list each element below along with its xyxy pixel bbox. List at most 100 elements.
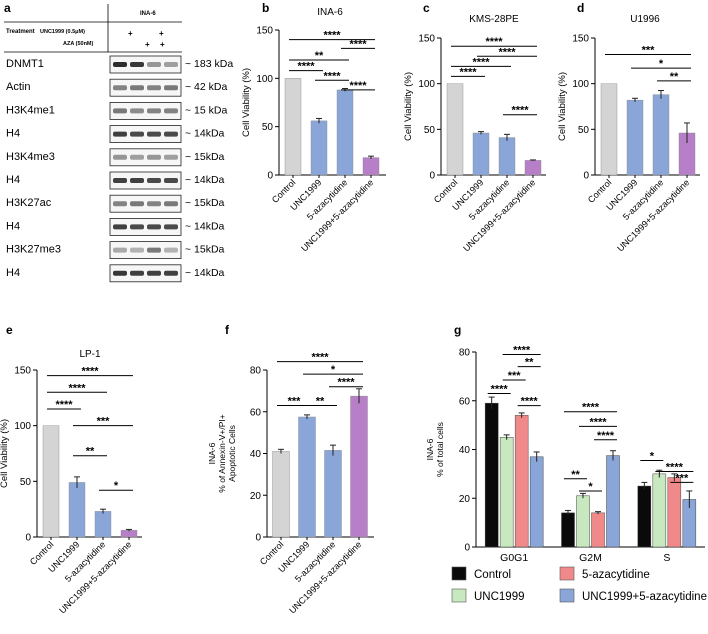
bar-c-2 [498, 137, 516, 176]
y-tick-label-c-2: 100 [418, 79, 435, 90]
bar-g-2-0 [637, 485, 652, 548]
y-tick-label-g-3: 60 [459, 396, 471, 407]
chart-title-e: LP-1 [79, 349, 101, 360]
sig-label-g-7: **** [597, 430, 615, 442]
wb-band-9-2 [147, 270, 161, 276]
y-tick-label-e-2: 100 [14, 421, 31, 432]
panel-label-c: c [423, 1, 430, 15]
sig-label-g-6: **** [589, 416, 607, 428]
wb-blot-box-7 [109, 217, 182, 236]
bar-f-1 [298, 416, 316, 538]
y-axis-label-line-b-0: Cell Viability (%) [241, 68, 252, 137]
wb-protein-label-7: H4 [6, 220, 20, 232]
bar-d-1 [626, 99, 644, 176]
wb-band-5-0 [113, 178, 127, 183]
legend-label-3: UNC1999+5-azacytidine [582, 591, 707, 603]
sig-label-f-1: * [331, 364, 336, 376]
wb-band-4-3 [164, 154, 178, 160]
y-axis-label-c: Cell Viability (%) [403, 72, 414, 141]
bar-g-0-2 [514, 415, 529, 548]
sig-label-g-10: * [650, 450, 655, 462]
wb-band-3-2 [147, 131, 161, 137]
sig-label-g-3: **** [491, 383, 509, 395]
wb-unc-mark-2: + [159, 29, 164, 38]
sig-label-b-3: **** [297, 61, 315, 73]
wb-band-2-0 [113, 108, 127, 114]
y-tick-label-b-3: 150 [256, 26, 273, 37]
sig-label-e-0: **** [81, 366, 99, 378]
wb-blot-box-4 [109, 148, 182, 167]
sig-label-g-12: *** [675, 472, 689, 484]
wb-band-9-1 [130, 270, 144, 276]
sig-label-b-5: **** [349, 80, 367, 92]
wb-blot-box-9 [109, 264, 182, 283]
chart-title-b: INA-6 [317, 7, 343, 18]
wb-band-8-0 [113, 247, 127, 253]
wb-blot-box-5 [109, 171, 182, 190]
sig-label-f-3: *** [288, 395, 302, 407]
wb-band-3-0 [113, 131, 127, 137]
wb-band-8-3 [164, 247, 178, 253]
wb-protein-label-5: H4 [6, 174, 20, 186]
sig-label-g-11: **** [666, 461, 684, 473]
y-tick-label-d-2: 100 [572, 79, 589, 90]
wb-band-2-3 [164, 108, 178, 114]
wb-band-1-3 [164, 85, 178, 91]
y-tick-label-c-1: 50 [424, 125, 436, 136]
bar-b-0 [284, 78, 302, 176]
wb-protein-label-9: H4 [6, 267, 20, 279]
x-tick-label-g-2: S [663, 552, 670, 564]
bar-e-1 [68, 482, 86, 538]
sig-label-b-1: **** [349, 38, 367, 50]
legend-label-2: 5-azacytidine [582, 569, 650, 581]
bar-e-0 [42, 425, 60, 538]
bar-f-0 [272, 451, 290, 538]
wb-treatment-label: Treatment [6, 29, 35, 35]
sig-label-e-4: ** [86, 446, 95, 458]
sig-label-g-8: ** [571, 469, 580, 481]
wb-band-1-1 [130, 85, 144, 91]
sig-label-e-2: **** [55, 399, 73, 411]
wb-size-label-6: ~ 15kDa [185, 197, 225, 209]
bar-d-2 [652, 94, 670, 176]
wb-band-9-0 [113, 270, 127, 276]
legend-swatch-0 [451, 566, 467, 581]
bar-b-1 [310, 120, 328, 176]
bar-g-0-0 [484, 402, 499, 548]
wb-unc-mark-1: + [128, 29, 133, 38]
wb-aza-mark-2: + [160, 40, 165, 49]
y-axis-label-line-f-1: % of Annexin-V+/PI+ [217, 414, 227, 492]
wb-band-7-2 [147, 224, 161, 230]
wb-band-4-2 [147, 154, 161, 160]
wb-band-6-3 [164, 201, 178, 207]
y-axis-label-line-e-0: Cell Viability (%) [0, 419, 10, 488]
bar-c-1 [472, 132, 490, 176]
wb-aza-mark-1: + [145, 40, 150, 49]
sig-label-c-4: **** [511, 105, 529, 117]
sig-label-d-0: *** [642, 44, 656, 56]
y-tick-label-e-0: 0 [25, 533, 31, 544]
sig-label-b-4: **** [323, 70, 341, 82]
chart-panel-g: g 0 20 40 60 80 INA-6% of total cells G0G1 G2M S *… [425, 323, 705, 564]
wb-size-label-5: ~ 14kDa [185, 174, 225, 186]
panel-label-f: f [225, 323, 230, 337]
wb-protein-label-6: H3K27ac [6, 197, 52, 209]
y-tick-label-d-0: 0 [583, 171, 589, 182]
y-tick-label-g-1: 20 [459, 494, 471, 505]
y-tick-label-d-1: 50 [578, 125, 590, 136]
sig-label-c-3: **** [459, 66, 477, 78]
sig-label-e-1: **** [68, 382, 86, 394]
legend-swatch-3 [559, 588, 575, 603]
y-axis-label-line-g-0: INA-6 [425, 438, 435, 460]
bar-e-2 [94, 511, 112, 538]
bar-b-2 [336, 89, 354, 176]
wb-blot-box-6 [109, 194, 182, 213]
sig-label-d-1: * [659, 58, 664, 70]
chart-panel-f: f 0 20 40 60 80 INA-6% of Annexin-V+/PI+Apopto… [207, 323, 374, 616]
y-axis-label-f: INA-6% of Annexin-V+/PI+Apoptotic Cells [207, 414, 237, 492]
sig-label-f-0: **** [311, 352, 329, 364]
